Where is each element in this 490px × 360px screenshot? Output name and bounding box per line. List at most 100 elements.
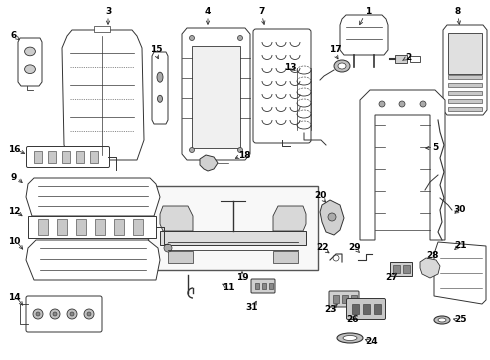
Ellipse shape (343, 336, 357, 341)
Bar (90, 151, 98, 163)
Text: 16: 16 (8, 145, 20, 154)
Bar (448, 75, 482, 78)
Bar (395, 55, 407, 63)
Circle shape (164, 244, 172, 252)
Bar (95, 219, 105, 235)
Circle shape (84, 309, 94, 319)
Ellipse shape (157, 95, 163, 102)
Polygon shape (420, 258, 440, 278)
Circle shape (379, 101, 385, 107)
Bar (374, 304, 381, 314)
Text: 19: 19 (236, 274, 248, 283)
Bar (448, 90, 482, 94)
Ellipse shape (24, 47, 35, 56)
Text: 4: 4 (205, 8, 211, 17)
Bar (160, 231, 306, 245)
Circle shape (328, 213, 336, 221)
Text: 13: 13 (284, 63, 296, 72)
Ellipse shape (338, 63, 346, 69)
Polygon shape (200, 155, 218, 171)
Text: 23: 23 (324, 306, 336, 315)
Bar (363, 304, 370, 314)
Text: 31: 31 (246, 303, 258, 312)
Text: 20: 20 (314, 192, 326, 201)
Bar (255, 283, 259, 289)
Circle shape (420, 101, 426, 107)
Circle shape (238, 148, 243, 153)
Bar (34, 151, 42, 163)
Text: 18: 18 (238, 152, 250, 161)
Text: 27: 27 (386, 274, 398, 283)
Bar (168, 251, 193, 263)
Text: 9: 9 (11, 174, 17, 183)
Polygon shape (320, 200, 344, 235)
Bar (94, 26, 110, 32)
Circle shape (190, 36, 195, 40)
FancyBboxPatch shape (251, 279, 275, 293)
Bar (148, 186, 318, 270)
Text: 2: 2 (405, 53, 411, 62)
Bar (76, 151, 84, 163)
Bar (62, 151, 70, 163)
Text: 1: 1 (365, 8, 371, 17)
Text: 15: 15 (150, 45, 162, 54)
Text: 12: 12 (8, 207, 20, 216)
Ellipse shape (438, 318, 446, 322)
Text: 3: 3 (105, 8, 111, 17)
Bar (403, 265, 410, 273)
Bar (57, 219, 67, 235)
Text: 30: 30 (454, 206, 466, 215)
FancyBboxPatch shape (26, 147, 109, 167)
Polygon shape (62, 30, 144, 160)
Circle shape (50, 309, 60, 319)
Polygon shape (152, 52, 168, 124)
Polygon shape (160, 206, 193, 231)
Text: 14: 14 (8, 293, 20, 302)
Text: 29: 29 (349, 243, 361, 252)
Circle shape (190, 148, 195, 153)
Polygon shape (26, 240, 160, 280)
Bar (28, 216, 156, 238)
Text: 25: 25 (454, 315, 466, 324)
Bar (269, 283, 273, 289)
Bar (352, 304, 359, 314)
Text: 21: 21 (454, 240, 466, 249)
Bar (448, 82, 482, 86)
Bar (48, 151, 56, 163)
Polygon shape (443, 25, 487, 115)
Ellipse shape (157, 72, 163, 82)
Bar (192, 46, 240, 148)
Bar (342, 295, 348, 303)
Circle shape (33, 309, 43, 319)
Text: 17: 17 (329, 45, 342, 54)
Text: 24: 24 (366, 338, 378, 346)
Ellipse shape (24, 65, 35, 73)
Bar (273, 251, 298, 263)
Bar (351, 295, 357, 303)
Circle shape (36, 312, 40, 316)
FancyBboxPatch shape (253, 29, 311, 143)
Text: 10: 10 (8, 238, 20, 247)
Bar (390, 262, 412, 276)
Bar (410, 56, 420, 62)
Text: 5: 5 (432, 144, 438, 153)
Polygon shape (340, 15, 388, 55)
Polygon shape (26, 178, 160, 216)
Text: 28: 28 (426, 251, 438, 260)
FancyBboxPatch shape (26, 296, 102, 332)
Text: 8: 8 (455, 8, 461, 17)
Circle shape (87, 312, 91, 316)
Ellipse shape (434, 316, 450, 324)
Bar (133, 219, 143, 235)
Circle shape (399, 101, 405, 107)
Circle shape (53, 312, 57, 316)
Bar (38, 219, 48, 235)
Circle shape (238, 36, 243, 40)
Text: 7: 7 (259, 8, 265, 17)
Circle shape (70, 312, 74, 316)
Ellipse shape (334, 60, 350, 72)
Text: 26: 26 (346, 315, 358, 324)
Bar (262, 283, 266, 289)
Polygon shape (18, 38, 42, 86)
Bar (448, 99, 482, 103)
